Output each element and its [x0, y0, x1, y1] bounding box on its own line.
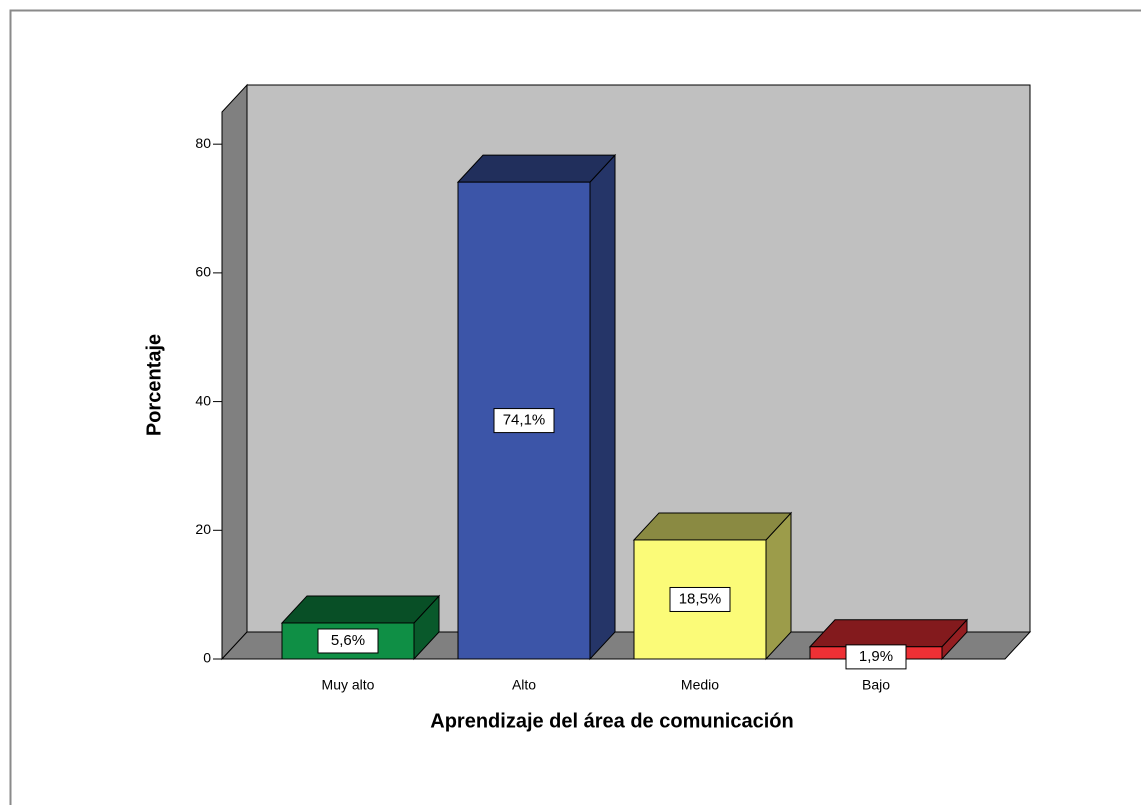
- y-tick-label: 20: [195, 521, 211, 537]
- bar-side: [589, 153, 616, 661]
- bar-top: [456, 154, 617, 183]
- value-label-box: [669, 586, 731, 612]
- x-tick-label: Medio: [681, 677, 719, 693]
- y-axis-title: Porcentaje: [143, 334, 165, 436]
- bar-top: [632, 512, 793, 541]
- side-wall: [221, 83, 248, 661]
- bar-top: [808, 619, 969, 648]
- x-tick-label: Muy alto: [322, 677, 375, 693]
- x-tick-label: Alto: [512, 677, 536, 693]
- value-label: 74,1%: [503, 412, 546, 429]
- value-label-box: [493, 408, 555, 434]
- y-tick-label: 80: [195, 135, 211, 151]
- value-label-box: [845, 644, 907, 670]
- value-label: 1,9%: [859, 648, 893, 665]
- value-label-box: [317, 628, 379, 654]
- y-tick-label: 40: [195, 392, 211, 408]
- x-axis-title: Aprendizaje del área de comunicación: [430, 710, 793, 732]
- bar-top: [280, 595, 441, 624]
- value-label: 5,6%: [331, 632, 365, 649]
- value-label: 18,5%: [679, 590, 722, 607]
- y-tick-label: 60: [195, 264, 211, 280]
- y-tick-label: 0: [203, 650, 211, 666]
- x-tick-label: Bajo: [862, 677, 890, 693]
